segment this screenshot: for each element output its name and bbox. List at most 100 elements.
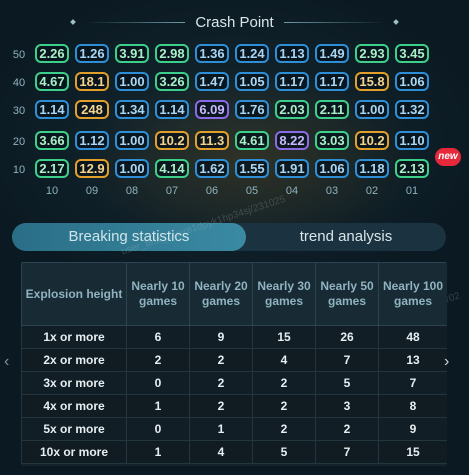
count-cell: 5 bbox=[253, 441, 316, 464]
threshold-label: 3x or more bbox=[22, 372, 127, 395]
crash-point-cell: 8.22 bbox=[275, 131, 309, 150]
crash-point-cell: 1.12 bbox=[75, 131, 109, 150]
count-cell: 1 bbox=[190, 418, 253, 441]
count-cell: 1 bbox=[127, 395, 190, 418]
table-row: 4x or more 1 2 2 3 8 bbox=[22, 395, 448, 418]
crash-point-cell: 3.26 bbox=[155, 72, 189, 91]
table-header-row: Explosion height Nearly 10 games Nearly 20… bbox=[22, 263, 448, 326]
crash-point-cell: 1.05 bbox=[235, 72, 269, 91]
count-cell: 13 bbox=[379, 349, 448, 372]
crash-point-cell: 1.36 bbox=[195, 44, 229, 63]
count-cell: 8 bbox=[379, 395, 448, 418]
crash-point-cell: 18.1 bbox=[75, 72, 109, 91]
table-row: 10x or more 1 4 5 7 15 bbox=[22, 441, 448, 464]
crash-point-cell: 1.17 bbox=[315, 72, 349, 91]
crash-point-cell: 1.13 bbox=[275, 44, 309, 63]
count-cell: 1 bbox=[127, 441, 190, 464]
next-arrow-icon[interactable]: › bbox=[444, 353, 449, 371]
crash-point-cell: 1.10 bbox=[395, 131, 429, 150]
threshold-label: 1x or more bbox=[22, 326, 127, 349]
crash-point-cell: 1.26 bbox=[75, 44, 109, 63]
count-cell: 2 bbox=[253, 395, 316, 418]
column-header: Nearly 10 games bbox=[127, 263, 190, 326]
table-row: 5x or more 0 1 2 2 9 bbox=[22, 418, 448, 441]
crash-point-cell: 2.17 bbox=[35, 159, 69, 178]
crash-point-cell: 2.03 bbox=[275, 100, 309, 119]
threshold-label: 5x or more bbox=[22, 418, 127, 441]
count-cell: 0 bbox=[127, 418, 190, 441]
crash-point-cell: 1.00 bbox=[115, 131, 149, 150]
column-label: 10 bbox=[35, 185, 69, 197]
crash-point-cell: 2.98 bbox=[155, 44, 189, 63]
crash-point-cell: 3.91 bbox=[115, 44, 149, 63]
count-cell: 2 bbox=[190, 349, 253, 372]
column-label: 01 bbox=[395, 185, 429, 197]
crash-point-cell: 1.06 bbox=[315, 159, 349, 178]
count-cell: 7 bbox=[379, 372, 448, 395]
crash-point-cell: 1.00 bbox=[115, 72, 149, 91]
title-row: Crash Point bbox=[0, 12, 469, 32]
crash-point-cell: 4.61 bbox=[235, 131, 269, 150]
crash-point-cell: 1.76 bbox=[235, 100, 269, 119]
column-label: 05 bbox=[235, 185, 269, 197]
crash-point-cell: 4.14 bbox=[155, 159, 189, 178]
crash-point-cell: 6.09 bbox=[195, 100, 229, 119]
threshold-label: 4x or more bbox=[22, 395, 127, 418]
crash-point-cell: 1.14 bbox=[35, 100, 69, 119]
row-label: 40 bbox=[8, 72, 30, 94]
row-label: 10 bbox=[8, 159, 30, 181]
table-row: 2x or more 2 2 4 7 13 bbox=[22, 349, 448, 372]
row-label: 50 bbox=[8, 44, 30, 66]
table-row: 3x or more 0 2 2 5 7 bbox=[22, 372, 448, 395]
column-header: Nearly 100 games bbox=[379, 263, 448, 326]
crash-point-cell: 1.55 bbox=[235, 159, 269, 178]
crash-point-cell: 1.49 bbox=[315, 44, 349, 63]
count-cell: 3 bbox=[316, 395, 379, 418]
column-label: 09 bbox=[75, 185, 109, 197]
count-cell: 2 bbox=[190, 372, 253, 395]
breaking-statistics-table: Explosion height Nearly 10 games Nearly 20… bbox=[21, 262, 447, 466]
new-badge: new bbox=[435, 148, 461, 166]
crash-point-cell: 4.67 bbox=[35, 72, 69, 91]
tab-trend-analysis[interactable]: trend analysis bbox=[246, 223, 446, 251]
column-header: Nearly 30 games bbox=[253, 263, 316, 326]
column-header: Explosion height bbox=[22, 263, 127, 326]
prev-arrow-icon[interactable]: ‹ bbox=[4, 353, 9, 371]
count-cell: 4 bbox=[253, 349, 316, 372]
column-label: 03 bbox=[315, 185, 349, 197]
count-cell: 7 bbox=[316, 441, 379, 464]
count-cell: 9 bbox=[379, 418, 448, 441]
count-cell: 2 bbox=[127, 349, 190, 372]
count-cell: 48 bbox=[379, 326, 448, 349]
crash-point-cell: 10.2 bbox=[155, 131, 189, 150]
title-divider-left bbox=[85, 22, 185, 23]
count-cell: 15 bbox=[253, 326, 316, 349]
count-cell: 2 bbox=[253, 418, 316, 441]
count-cell: 7 bbox=[316, 349, 379, 372]
threshold-label: 10x or more bbox=[22, 441, 127, 464]
page-title: Crash Point bbox=[195, 14, 273, 31]
count-cell: 2 bbox=[190, 395, 253, 418]
crash-point-cell: 1.24 bbox=[235, 44, 269, 63]
row-label: 30 bbox=[8, 100, 30, 122]
threshold-label: 2x or more bbox=[22, 349, 127, 372]
column-label: 07 bbox=[155, 185, 189, 197]
count-cell: 4 bbox=[190, 441, 253, 464]
count-cell: 15 bbox=[379, 441, 448, 464]
crash-point-cell: 15.8 bbox=[355, 72, 389, 91]
crash-point-cell: 1.14 bbox=[155, 100, 189, 119]
row-label: 20 bbox=[8, 131, 30, 153]
crash-point-cell: 1.91 bbox=[275, 159, 309, 178]
crash-point-cell: 3.03 bbox=[315, 131, 349, 150]
title-diamond-left-icon bbox=[70, 19, 76, 25]
crash-point-cell: 12.9 bbox=[75, 159, 109, 178]
count-cell: 9 bbox=[190, 326, 253, 349]
count-cell: 5 bbox=[316, 372, 379, 395]
title-diamond-right-icon bbox=[393, 19, 399, 25]
count-cell: 6 bbox=[127, 326, 190, 349]
crash-point-cell: 2.93 bbox=[355, 44, 389, 63]
crash-point-cell: 1.00 bbox=[355, 100, 389, 119]
crash-point-cell: 2.26 bbox=[35, 44, 69, 63]
crash-point-cell: 1.34 bbox=[115, 100, 149, 119]
crash-point-cell: 1.00 bbox=[115, 159, 149, 178]
